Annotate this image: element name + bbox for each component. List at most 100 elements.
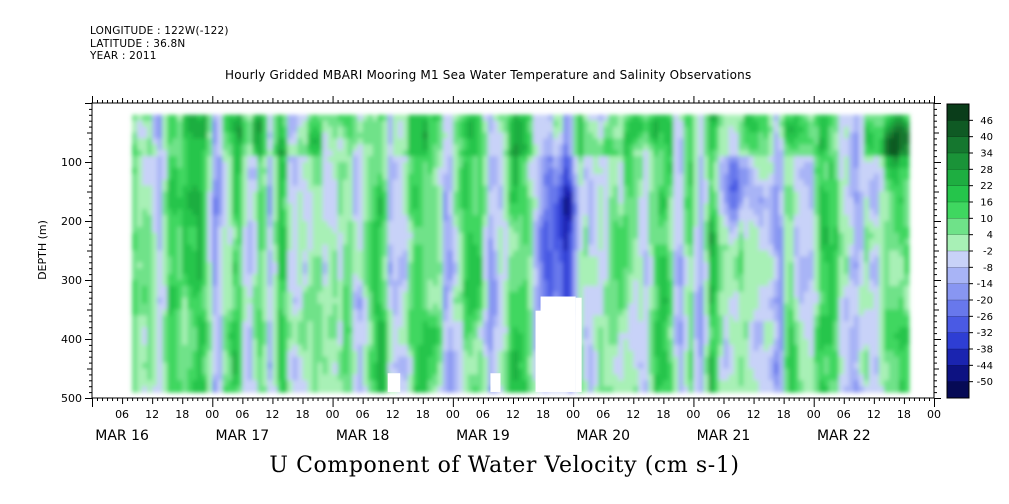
heatmap-cell [177, 185, 183, 193]
heatmap-cell [197, 162, 203, 169]
heatmap-cell [217, 356, 223, 364]
heatmap-cell [277, 191, 284, 198]
heatmap-cell [427, 238, 434, 246]
heatmap-cell [307, 114, 314, 122]
heatmap-cell [132, 374, 138, 381]
heatmap-cell [593, 226, 599, 234]
heatmap-cell [513, 209, 519, 216]
heatmap-cell [352, 280, 359, 287]
heatmap-cell [207, 203, 213, 210]
heatmap-cell [232, 226, 238, 234]
heatmap-cell [658, 250, 664, 257]
heatmap-cell [272, 167, 279, 175]
heatmap-cell [367, 114, 374, 122]
heatmap-cell [247, 150, 253, 157]
heatmap-cell [467, 315, 474, 322]
heatmap-cell [187, 132, 193, 139]
heatmap-cell [528, 156, 534, 163]
heatmap-cell [472, 209, 479, 216]
heatmap-cell [442, 209, 449, 216]
heatmap-cell [528, 215, 534, 222]
heatmap-cell [417, 309, 424, 316]
heatmap-cell [132, 356, 138, 364]
heatmap-cell [492, 120, 499, 128]
heatmap-cell [292, 268, 299, 275]
heatmap-cell [257, 386, 263, 393]
heatmap-cell [462, 215, 469, 222]
heatmap-cell [267, 339, 274, 346]
heatmap-cell [603, 297, 609, 305]
heatmap-cell [197, 374, 203, 381]
heatmap-cell [467, 333, 474, 340]
heatmap-cell [643, 368, 649, 375]
heatmap-cell [352, 362, 359, 370]
heatmap-cell [142, 344, 148, 352]
heatmap-cell [628, 256, 634, 263]
heatmap-cell [497, 203, 504, 210]
heatmap-cell [367, 303, 374, 311]
heatmap-cell [302, 280, 309, 287]
heatmap-cell [192, 226, 198, 234]
heatmap-cell [543, 203, 549, 210]
heatmap-cell [132, 203, 138, 210]
heatmap-cell [447, 191, 454, 198]
heatmap-cell [317, 203, 324, 210]
heatmap-cell [292, 274, 299, 281]
heatmap-cell [467, 274, 474, 281]
heatmap-cell [583, 221, 589, 228]
heatmap-cell [287, 185, 294, 193]
heatmap-cell [237, 156, 243, 163]
heatmap-cell [132, 333, 138, 340]
heatmap-cell [633, 167, 639, 175]
heatmap-cell [357, 150, 364, 157]
heatmap-cell [167, 356, 173, 364]
heatmap-cell [603, 203, 609, 210]
heatmap-cell [142, 209, 148, 216]
heatmap-cell [137, 120, 143, 128]
heatmap-cell [653, 356, 659, 364]
heatmap-cell [137, 327, 143, 334]
heatmap-cell [613, 268, 619, 275]
heatmap-cell [262, 244, 269, 252]
heatmap-cell [197, 144, 203, 151]
heatmap-cell [317, 339, 324, 346]
heatmap-cell [317, 185, 324, 193]
heatmap-cell [182, 179, 188, 187]
heatmap-cell [222, 226, 228, 234]
heatmap-cell [452, 156, 459, 163]
heatmap-cell [588, 344, 594, 352]
heatmap-cell [292, 185, 299, 193]
heatmap-cell [402, 232, 409, 240]
heatmap-cell [357, 244, 364, 252]
heatmap-cell [262, 138, 269, 145]
heatmap-cell [623, 232, 629, 240]
heatmap-cell [252, 203, 258, 210]
heatmap-cell [322, 167, 329, 175]
heatmap-cell [232, 274, 238, 281]
heatmap-cell [357, 132, 364, 139]
heatmap-cell [492, 350, 499, 358]
heatmap-cell [462, 238, 469, 246]
heatmap-cell [457, 144, 464, 151]
heatmap-cell [482, 232, 489, 240]
heatmap-cell [372, 362, 379, 370]
heatmap-cell [402, 114, 409, 122]
heatmap-cell [347, 256, 354, 263]
heatmap-cell [492, 356, 499, 364]
heatmap-cell [212, 244, 218, 252]
heatmap-cell [538, 232, 544, 240]
heatmap-cell [528, 374, 534, 381]
heatmap-cell [362, 173, 369, 181]
heatmap-cell [222, 321, 228, 328]
heatmap-cell [192, 268, 198, 275]
heatmap-cell [172, 244, 178, 252]
heatmap-cell [362, 339, 369, 346]
heatmap-cell [187, 380, 193, 387]
heatmap-cell [648, 238, 654, 246]
heatmap-cell [538, 250, 544, 257]
heatmap-cell [157, 297, 163, 305]
heatmap-cell [352, 173, 359, 181]
heatmap-cell [367, 179, 374, 187]
heatmap-cell [588, 285, 594, 293]
heatmap-cell [548, 209, 554, 216]
